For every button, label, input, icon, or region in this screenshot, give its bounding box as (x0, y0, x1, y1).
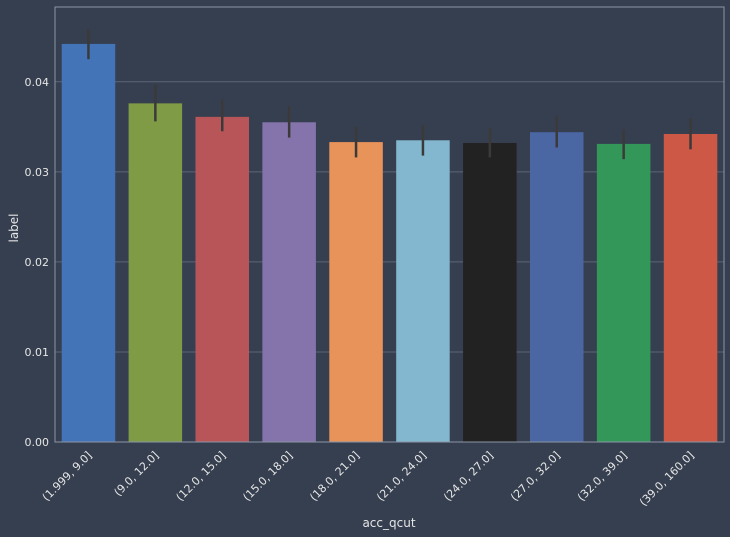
y-tick-label: 0.00 (25, 436, 50, 449)
x-tick-label: (12.0, 15.0] (174, 449, 229, 504)
bar (195, 116, 250, 442)
plot-frame (54, 6, 725, 443)
bars (61, 43, 718, 443)
x-tick-label: (15.0, 18.0] (240, 449, 295, 504)
bar (529, 132, 584, 442)
x-tick-label: (1.999, 9.0] (40, 449, 95, 504)
x-tick-label: (24.0, 27.0] (441, 449, 496, 504)
bar (596, 143, 651, 442)
bar (262, 122, 316, 442)
y-tick-label: 0.02 (25, 256, 50, 269)
x-tick-label: (32.0, 39.0] (575, 449, 630, 504)
x-tick-label: (39.0, 160.0] (637, 449, 697, 509)
x-tick-label: (9.0, 12.0] (112, 449, 162, 499)
y-tick-labels: 0.00 0.01 0.02 0.03 0.04 (25, 76, 50, 449)
x-axis-label: acc_qcut (362, 516, 415, 530)
bar (663, 133, 718, 442)
x-tick-label: (18.0, 21.0] (307, 449, 362, 504)
y-tick-label: 0.03 (25, 166, 50, 179)
error-bars (87, 29, 692, 160)
bar (463, 142, 517, 443)
x-tick-label: (27.0, 32.0] (508, 449, 563, 504)
bar (329, 142, 383, 442)
bar (396, 140, 450, 442)
y-tick-label: 0.04 (25, 76, 50, 89)
y-tick-label: 0.01 (25, 346, 50, 359)
bar (128, 103, 183, 443)
y-axis-label: label (7, 213, 21, 242)
x-tick-label: (21.0, 24.0] (374, 449, 429, 504)
bar (61, 43, 116, 442)
x-tick-labels: (1.999, 9.0] (9.0, 12.0] (12.0, 15.0] (15.0… (40, 449, 697, 509)
